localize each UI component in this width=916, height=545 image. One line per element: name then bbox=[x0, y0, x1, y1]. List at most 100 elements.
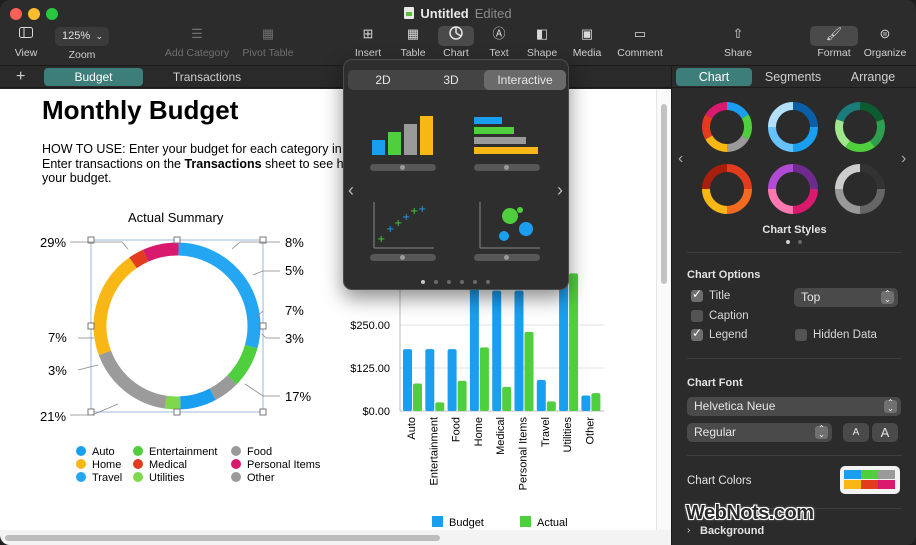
zoom-select[interactable]: 125% ⌄ bbox=[55, 27, 109, 46]
vertical-scroll-thumb[interactable] bbox=[661, 104, 667, 284]
divider bbox=[687, 455, 902, 456]
legend-checkbox[interactable] bbox=[691, 326, 703, 341]
tab-3d[interactable]: 3D bbox=[443, 73, 459, 87]
page-dot[interactable] bbox=[421, 280, 425, 284]
leader-line bbox=[231, 241, 280, 250]
insert-button[interactable]: ⊞ Insert bbox=[350, 26, 386, 59]
page-dot[interactable] bbox=[486, 280, 490, 284]
chart-style-slider[interactable] bbox=[474, 164, 540, 171]
font-style-select[interactable]: Regular ⌃ ⌄ bbox=[687, 423, 832, 442]
pie-pct-label: 29% bbox=[40, 235, 67, 250]
bar-actual bbox=[435, 402, 445, 411]
title-checkbox[interactable] bbox=[691, 287, 703, 302]
color-palette-icon bbox=[844, 470, 895, 489]
selection-handle bbox=[173, 408, 181, 416]
chevron-left-icon[interactable]: ‹ bbox=[348, 180, 354, 200]
increase-font-button[interactable]: A bbox=[872, 423, 898, 442]
minimize-window-button[interactable] bbox=[28, 8, 40, 20]
add-sheet-button[interactable]: + bbox=[16, 68, 26, 85]
text-button[interactable]: Ⓐ Text bbox=[484, 26, 514, 59]
vertical-scrollbar[interactable] bbox=[656, 89, 671, 530]
x-tick-label: Medical bbox=[495, 417, 507, 455]
style-slice bbox=[836, 102, 861, 123]
page-dot[interactable] bbox=[798, 240, 802, 244]
bar-actual bbox=[569, 273, 579, 411]
chart-style-thumbnails[interactable] bbox=[672, 94, 916, 224]
organize-button[interactable]: ⊜ Organize bbox=[863, 26, 907, 59]
x-tick-label: Food bbox=[451, 417, 463, 442]
media-button[interactable]: ▣ Media bbox=[570, 26, 604, 59]
svg-text:+: + bbox=[410, 206, 418, 217]
pie-slice bbox=[209, 375, 237, 400]
background-section-label[interactable]: Background bbox=[700, 525, 765, 537]
pie-pct-label: 7% bbox=[48, 330, 67, 345]
tab-2d[interactable]: 2D bbox=[375, 73, 391, 87]
legend-swatch bbox=[231, 459, 241, 469]
bar-budget bbox=[425, 349, 435, 411]
style-slice bbox=[768, 188, 794, 214]
legend-swatch bbox=[231, 472, 241, 482]
tab-segments[interactable]: Segments bbox=[764, 70, 822, 84]
chart-styles-label: Chart Styles bbox=[762, 224, 827, 236]
bar-chart-thumbnail[interactable] bbox=[372, 116, 433, 155]
table-button[interactable]: ▦ Table bbox=[396, 26, 430, 59]
pie-slice bbox=[179, 388, 216, 410]
horizontal-scroll-thumb[interactable] bbox=[5, 535, 440, 541]
chart-style-slider[interactable] bbox=[370, 164, 436, 171]
scatter-chart-thumbnail[interactable]: ++ ++ + + bbox=[373, 202, 434, 249]
tab-interactive[interactable]: Interactive bbox=[484, 70, 566, 90]
tab-arrange[interactable]: Arrange bbox=[850, 70, 896, 84]
y-tick-label: $125.00 bbox=[350, 363, 390, 375]
zoom-window-button[interactable] bbox=[46, 8, 58, 20]
page-dot[interactable] bbox=[447, 280, 451, 284]
caption-checkbox[interactable] bbox=[691, 310, 703, 322]
chevron-right-icon[interactable]: › bbox=[901, 150, 907, 167]
font-family-select[interactable]: Helvetica Neue ⌃ ⌄ bbox=[687, 397, 901, 416]
bar-actual bbox=[502, 386, 512, 411]
bar-actual bbox=[591, 393, 601, 411]
close-window-button[interactable] bbox=[10, 8, 22, 20]
page-dot[interactable] bbox=[473, 280, 477, 284]
page-dot[interactable] bbox=[786, 240, 790, 244]
svg-text:+: + bbox=[394, 218, 402, 229]
add-category-button[interactable]: ☰ Add Category bbox=[160, 26, 234, 59]
legend-swatch bbox=[76, 446, 86, 456]
divider bbox=[687, 508, 902, 509]
hidden-data-checkbox[interactable] bbox=[795, 329, 807, 341]
x-tick-label: Utilities bbox=[562, 417, 574, 453]
bubble-chart-thumbnail[interactable] bbox=[479, 202, 540, 249]
chart-button[interactable]: Chart bbox=[438, 26, 474, 59]
chevron-left-icon[interactable]: ‹ bbox=[678, 150, 684, 167]
pivot-table-button[interactable]: ▦ Pivot Table bbox=[238, 26, 298, 59]
comment-button[interactable]: ▭ Comment bbox=[614, 26, 666, 59]
share-button[interactable]: ⇧ Share bbox=[720, 26, 756, 59]
style-slice bbox=[845, 140, 875, 152]
title-position-select[interactable]: Top ⌃ ⌄ bbox=[794, 288, 898, 307]
page-dot[interactable] bbox=[460, 280, 464, 284]
pie-pct-label: 8% bbox=[285, 235, 304, 250]
chart-font-heading: Chart Font bbox=[687, 377, 743, 389]
chevron-right-icon[interactable]: › bbox=[557, 180, 563, 200]
horizontal-bar-chart-thumbnail[interactable] bbox=[474, 117, 538, 154]
chart-style-slider[interactable] bbox=[474, 254, 540, 261]
x-tick-label: Travel bbox=[540, 417, 552, 447]
view-button[interactable]: View bbox=[12, 26, 40, 59]
page-dot[interactable] bbox=[434, 280, 438, 284]
svg-text:+: + bbox=[386, 224, 394, 235]
disclosure-chevron-icon[interactable]: › bbox=[687, 525, 691, 536]
decrease-font-button[interactable]: A bbox=[843, 423, 869, 442]
tab-chart[interactable]: Chart bbox=[676, 68, 752, 86]
chart-style-slider[interactable] bbox=[370, 254, 436, 261]
style-slice bbox=[792, 126, 818, 152]
chart-colors-swatch-button[interactable] bbox=[840, 466, 900, 494]
zoom-label: Zoom bbox=[68, 49, 96, 61]
legend-item: Personal Items bbox=[231, 459, 320, 471]
shape-button[interactable]: ◧ Shape bbox=[524, 26, 560, 59]
pie-pct-label: 3% bbox=[285, 331, 304, 346]
sheet-tab-budget[interactable]: Budget bbox=[44, 68, 143, 86]
pie-pct-label: 17% bbox=[285, 389, 312, 404]
format-button[interactable]: 🖌 Format bbox=[810, 26, 858, 59]
sheet-tab-transactions[interactable]: Transactions bbox=[172, 70, 242, 84]
page-title: Monthly Budget bbox=[42, 95, 239, 125]
x-tick-label: Other bbox=[584, 417, 596, 445]
